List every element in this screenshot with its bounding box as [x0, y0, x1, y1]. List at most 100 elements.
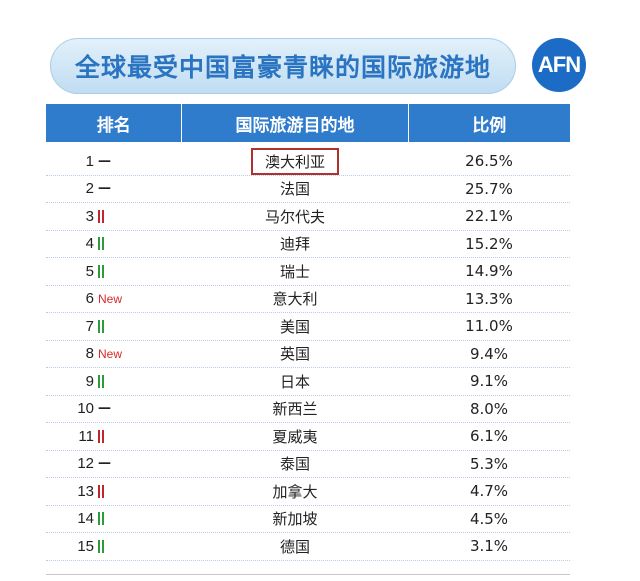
rank-cell: 6 New	[46, 286, 182, 313]
rank-cell: 5	[46, 258, 182, 285]
destination-cell: 意大利	[182, 286, 408, 313]
destination-cell: 日本	[182, 368, 408, 395]
destination-name: 意大利	[272, 290, 318, 309]
ratio-cell: 4.5%	[469, 509, 509, 528]
rank-down-icon	[98, 510, 104, 528]
rank-number: 13	[77, 482, 94, 500]
ratio-cell: 5.3%	[469, 454, 509, 473]
rank-cell: 7	[46, 313, 182, 340]
table-row: 15 德国 3.1%	[46, 533, 570, 561]
rank-number: 15	[77, 537, 94, 555]
rank-down-icon	[98, 537, 104, 555]
rank-cell: 10 —	[46, 396, 182, 423]
table-row: 4 迪拜 15.2%	[46, 231, 570, 258]
destination-cell: 夏威夷	[182, 423, 408, 450]
header-destination: 国际旅游目的地	[181, 104, 409, 142]
ratio-cell: 14.9%	[465, 262, 513, 281]
destination-name: 瑞士	[279, 262, 310, 281]
destination-name: 日本	[279, 372, 310, 391]
destination-cell: 德国	[182, 533, 408, 560]
rank-cell: 2—	[46, 176, 182, 203]
table-row: 3 马尔代夫 22.1%	[46, 203, 570, 231]
destination-name: 法国	[279, 180, 310, 199]
table-row: 7 美国 11.0%	[46, 313, 570, 341]
table-row: 6 New 意大利 13.3%	[46, 286, 570, 313]
rank-number: 11	[78, 427, 94, 445]
destination-cell: 新西兰	[182, 396, 408, 423]
header-rank: 排名	[96, 115, 131, 136]
rank-number: 14	[77, 510, 94, 528]
rank-number: 3	[85, 207, 94, 225]
rank-number: 7	[85, 317, 94, 335]
rank-down-icon	[98, 317, 104, 335]
ratio-cell: 9.1%	[469, 372, 509, 391]
destination-cell: 英国	[182, 341, 408, 368]
footnote-divider	[46, 574, 570, 575]
rank-cell: 11	[46, 423, 182, 450]
ratio-cell: 3.1%	[469, 537, 509, 556]
rank-number: 2	[85, 180, 94, 198]
rank-number: 8	[85, 345, 94, 363]
ratio-cell: 15.2%	[465, 234, 513, 253]
table-row: 12 — 泰国 5.3%	[46, 451, 570, 478]
rank-number: 9	[85, 372, 94, 390]
rank-cell: 1—	[46, 148, 182, 175]
destination-name: 夏威夷	[272, 427, 318, 446]
destination-name: 新加坡	[272, 510, 318, 529]
rank-up-icon	[98, 427, 104, 445]
table-row: 10 — 新西兰 8.0%	[46, 396, 570, 423]
ratio-cell: 9.4%	[469, 344, 509, 363]
rank-number: 1	[85, 152, 94, 170]
destination-name: 澳大利亚	[250, 147, 339, 175]
unchanged-dash-icon: —	[98, 401, 111, 416]
destination-cell: 新加坡	[182, 506, 408, 533]
destination-name: 德国	[279, 537, 310, 556]
destination-name: 新西兰	[272, 400, 318, 419]
rank-cell: 13	[46, 478, 182, 505]
rank-number: 6	[85, 290, 94, 308]
ratio-cell: 8.0%	[469, 399, 509, 418]
destination-name: 马尔代夫	[264, 207, 325, 226]
table-row: 1— 澳大利亚 26.5%	[46, 147, 570, 176]
rank-down-icon	[98, 262, 104, 280]
rank-cell: 3	[46, 203, 182, 230]
ratio-cell: 11.0%	[465, 317, 513, 336]
destination-name: 加拿大	[272, 482, 318, 501]
new-badge: New	[98, 291, 123, 306]
rank-number: 12	[77, 455, 94, 473]
table-header: 排名 国际旅游目的地 比例	[46, 104, 570, 142]
unchanged-dash-icon: —	[98, 456, 111, 471]
afn-logo: AFN	[532, 38, 586, 92]
title-banner: 全球最受中国富豪青睐的国际旅游地	[50, 38, 516, 94]
ratio-cell: 4.7%	[469, 482, 509, 501]
table-row: 14 新加坡 4.5%	[46, 506, 570, 533]
new-badge: New	[98, 346, 123, 361]
destination-name: 美国	[279, 317, 310, 336]
table-row: 11 夏威夷 6.1%	[46, 423, 570, 451]
destination-cell: 瑞士	[182, 258, 408, 285]
rank-cell: 14	[46, 506, 182, 533]
ratio-cell: 26.5%	[465, 152, 513, 171]
table-row: 13 加拿大 4.7%	[46, 478, 570, 506]
table-row: 8 New 英国 9.4%	[46, 341, 570, 368]
destination-cell: 泰国	[182, 451, 408, 478]
rank-up-icon	[98, 207, 104, 225]
destination-name: 英国	[279, 345, 310, 364]
destination-cell: 马尔代夫	[182, 203, 408, 230]
table-row: 9 日本 9.1%	[46, 368, 570, 396]
rank-cell: 12 —	[46, 451, 182, 478]
table-body: 1— 澳大利亚 26.5% 2— 法国 25.7% 3 马尔代夫 22.1% 4 迪拜 15.2% 5 瑞…	[46, 147, 570, 561]
table-row: 2— 法国 25.7%	[46, 176, 570, 203]
rank-cell: 15	[46, 533, 182, 560]
rank-cell: 4	[46, 231, 182, 258]
rank-number: 10	[77, 400, 94, 418]
destination-cell: 迪拜	[182, 231, 408, 258]
rank-number: 4	[85, 235, 94, 253]
destination-cell: 加拿大	[182, 478, 408, 505]
destination-cell: 澳大利亚	[182, 147, 408, 175]
table-row: 5 瑞士 14.9%	[46, 258, 570, 286]
rank-down-icon	[98, 235, 104, 253]
rank-cell: 9	[46, 368, 182, 395]
ratio-cell: 25.7%	[465, 179, 513, 198]
rank-down-icon	[98, 372, 104, 390]
